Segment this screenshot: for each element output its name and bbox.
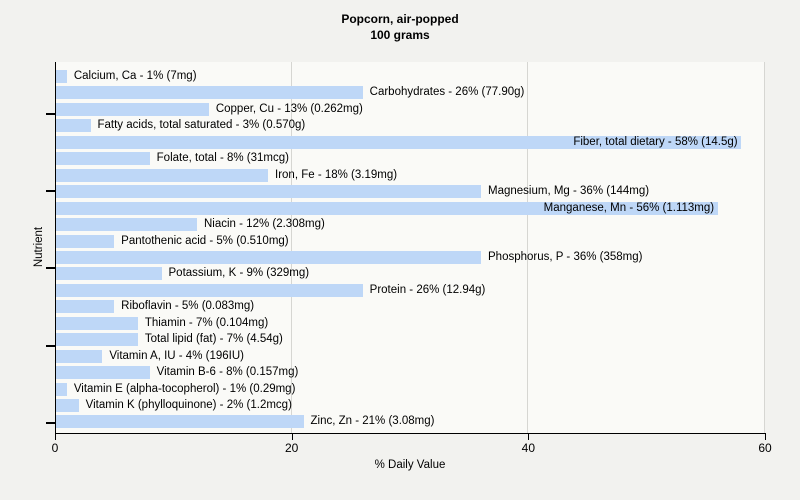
- y-axis-tick: [46, 267, 55, 269]
- bar-label: Fatty acids, total saturated - 3% (0.570…: [97, 119, 306, 132]
- chart-bar: [55, 316, 138, 330]
- x-axis-tick: [765, 434, 766, 440]
- chart-bar: [55, 382, 67, 396]
- gridline: [527, 62, 529, 433]
- x-tick-label: 20: [284, 441, 299, 455]
- chart-bar: [55, 102, 209, 116]
- chart-bar: [55, 399, 79, 412]
- bar-label: Carbohydrates - 26% (77.90g): [369, 86, 525, 99]
- chart-bar: [55, 218, 197, 232]
- bar-label: Potassium, K - 9% (329mg): [168, 267, 310, 280]
- bar-label: Calcium, Ca - 1% (7mg): [73, 70, 197, 82]
- chart-title: Popcorn, air-popped: [341, 12, 459, 26]
- chart-bar: [55, 366, 150, 380]
- bar-label: Total lipid (fat) - 7% (4.54g): [144, 333, 283, 346]
- x-axis-tick: [528, 434, 530, 440]
- gridline: [290, 62, 292, 433]
- chart-subtitle: 100 grams: [370, 28, 430, 42]
- chart-bar: [55, 201, 718, 215]
- chart-bar: [55, 185, 481, 199]
- gridline: [764, 62, 765, 433]
- x-axis-title: % Daily Value: [374, 459, 446, 471]
- y-axis-tick: [46, 113, 55, 115]
- bar-label: Pantothenic acid - 5% (0.510mg): [121, 234, 289, 247]
- bar-label: Vitamin A, IU - 4% (196IU): [109, 349, 244, 362]
- bar-label: Thiamin - 7% (0.104mg): [144, 316, 269, 329]
- x-tick-label: 40: [521, 441, 536, 455]
- chart-title-block: Popcorn, air-popped 100 grams: [0, 11, 800, 43]
- chart-bar: [55, 349, 103, 363]
- chart-bar: [55, 86, 363, 100]
- x-axis-tick: [291, 434, 293, 440]
- plot-area: Calcium, Ca - 1% (7mg) Carbohydrates - 26…: [55, 62, 765, 433]
- bar-label: Niacin - 12% (2.308mg): [204, 218, 325, 231]
- bar-label: Vitamin K (phylloquinone) - 2% (1.2mcg): [85, 399, 292, 411]
- bar-label: Vitamin B-6 - 8% (0.157mg): [156, 366, 299, 379]
- bar-label: Magnesium, Mg - 36% (144mg): [488, 185, 650, 198]
- x-tick-label: 0: [51, 441, 59, 455]
- chart-bar: [55, 135, 742, 149]
- chart-bar: [55, 250, 481, 264]
- bar-label: Folate, total - 8% (31mcg): [156, 152, 289, 165]
- y-axis-title-text: Nutrient: [33, 226, 45, 268]
- bar-label: Fiber, total dietary - 58% (14.5g): [573, 135, 738, 148]
- chart-bar: [55, 234, 115, 248]
- chart-bar: [55, 415, 304, 429]
- bar-label: Zinc, Zn - 21% (3.08mg): [310, 415, 435, 428]
- x-axis-tick: [55, 434, 56, 440]
- chart-bar: [55, 300, 115, 314]
- bar-label: Iron, Fe - 18% (3.19mg): [275, 168, 398, 181]
- chart-bar: [55, 283, 363, 297]
- chart-bar: [55, 119, 91, 133]
- y-axis-tick: [46, 422, 55, 424]
- x-axis-line: [55, 433, 766, 434]
- y-axis-tick: [46, 190, 55, 192]
- chart-bar: [55, 70, 67, 83]
- y-axis-line: [55, 62, 56, 434]
- chart-bar: [55, 267, 162, 281]
- bar-label: Protein - 26% (12.94g): [369, 283, 486, 296]
- bar-label: Vitamin E (alpha-tocopherol) - 1% (0.29m…: [73, 382, 296, 395]
- bar-label: Riboflavin - 5% (0.083mg): [121, 300, 255, 313]
- bar-label: Phosphorus, P - 36% (358mg): [488, 250, 643, 263]
- chart-bar: [55, 333, 138, 347]
- chart-bar: [55, 152, 150, 166]
- y-axis-tick: [46, 345, 55, 347]
- bar-label: Manganese, Mn - 56% (1.113mg): [543, 201, 715, 214]
- chart-bar: [55, 168, 268, 182]
- x-tick-label: 60: [758, 441, 772, 455]
- bar-label: Copper, Cu - 13% (0.262mg): [215, 102, 363, 115]
